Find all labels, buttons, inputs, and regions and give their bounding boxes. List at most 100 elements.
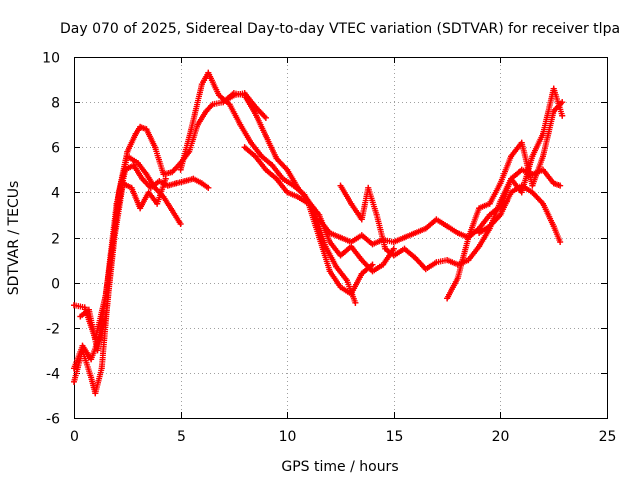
data-point (305, 200, 312, 207)
data-point (241, 144, 248, 151)
data-point (156, 178, 163, 185)
data-point (205, 184, 212, 191)
data-point (71, 365, 77, 372)
data-point (279, 175, 286, 182)
data-point (190, 175, 197, 182)
data-point (269, 162, 276, 169)
data-point (316, 216, 323, 223)
data-point (540, 130, 546, 137)
data-point (529, 153, 536, 160)
data-point (343, 277, 350, 284)
data-point (476, 205, 483, 212)
data-point (198, 180, 205, 187)
data-point (188, 126, 195, 133)
data-point (237, 121, 244, 128)
data-point (559, 112, 566, 119)
data-series (220, 90, 397, 275)
x-axis-label: GPS time / hours (281, 459, 398, 475)
data-point (209, 101, 216, 108)
data-point (497, 211, 504, 218)
data-series (241, 144, 376, 297)
data-point (412, 254, 419, 261)
data-point (559, 99, 566, 106)
data-point (162, 175, 169, 182)
data-point (71, 302, 77, 309)
data-point (444, 257, 451, 264)
data-point (262, 166, 269, 173)
data-point (557, 239, 564, 245)
y-tick-label: 2 (51, 232, 60, 248)
data-point (135, 160, 141, 166)
data-point (348, 290, 355, 297)
data-point (465, 234, 472, 241)
data-point (476, 230, 483, 236)
data-point (88, 356, 95, 363)
data-point (143, 126, 150, 133)
data-point (124, 153, 131, 160)
data-point (337, 182, 344, 189)
data-point (369, 268, 376, 275)
data-point (120, 180, 126, 187)
grid-lines (74, 57, 607, 418)
data-point (337, 284, 344, 291)
data-point (284, 189, 291, 196)
data-point (113, 200, 120, 207)
data-point (454, 275, 461, 282)
data-point (369, 241, 376, 248)
data-point (557, 182, 564, 189)
data-point (85, 306, 92, 313)
data-point (337, 234, 344, 241)
data-point (177, 221, 184, 227)
data-point (322, 243, 329, 250)
x-tick-label: 25 (599, 429, 617, 445)
data-point (444, 223, 451, 230)
data-point (529, 182, 536, 189)
x-tick-label: 0 (70, 429, 79, 445)
data-points (71, 69, 566, 397)
data-point (518, 166, 525, 173)
x-tick-label: 15 (386, 429, 404, 445)
data-point (154, 200, 161, 207)
chart-title: Day 070 of 2025, Sidereal Day-to-day VTE… (60, 21, 620, 37)
data-point (98, 365, 105, 372)
data-series (497, 85, 566, 212)
data-point (294, 184, 301, 191)
data-point (143, 171, 150, 178)
data-point (130, 162, 137, 169)
data-point (262, 114, 269, 121)
data-point (550, 108, 557, 115)
data-point (369, 261, 376, 268)
data-series (444, 99, 566, 302)
data-point (258, 153, 265, 160)
data-point (139, 175, 146, 182)
data-point (216, 92, 222, 99)
data-point (169, 169, 176, 176)
data-point (433, 259, 440, 266)
data-point (132, 130, 139, 137)
y-tick-label: 0 (51, 277, 60, 293)
data-point (358, 270, 365, 277)
data-point (205, 69, 212, 76)
axis-ticks: 0 5 10 15 20 25 -6 -4 -2 0 2 4 6 8 10 (42, 51, 616, 446)
y-tick-label: 10 (42, 51, 60, 67)
data-point (92, 390, 99, 397)
data-point (316, 234, 323, 241)
data-point (79, 347, 86, 354)
data-point (181, 178, 188, 185)
data-point (198, 81, 205, 88)
data-point (230, 90, 237, 97)
data-point (373, 211, 380, 218)
data-point (128, 184, 135, 191)
y-axis-label: SDTVAR / TECUs (6, 181, 22, 296)
data-point (529, 189, 536, 196)
data-series (77, 175, 169, 354)
data-point (273, 175, 280, 182)
data-point (77, 313, 84, 320)
data-point (444, 295, 451, 302)
data-point (326, 230, 333, 236)
data-point (476, 243, 483, 250)
data-point (390, 252, 397, 259)
data-point (177, 166, 184, 173)
data-point (203, 108, 210, 115)
